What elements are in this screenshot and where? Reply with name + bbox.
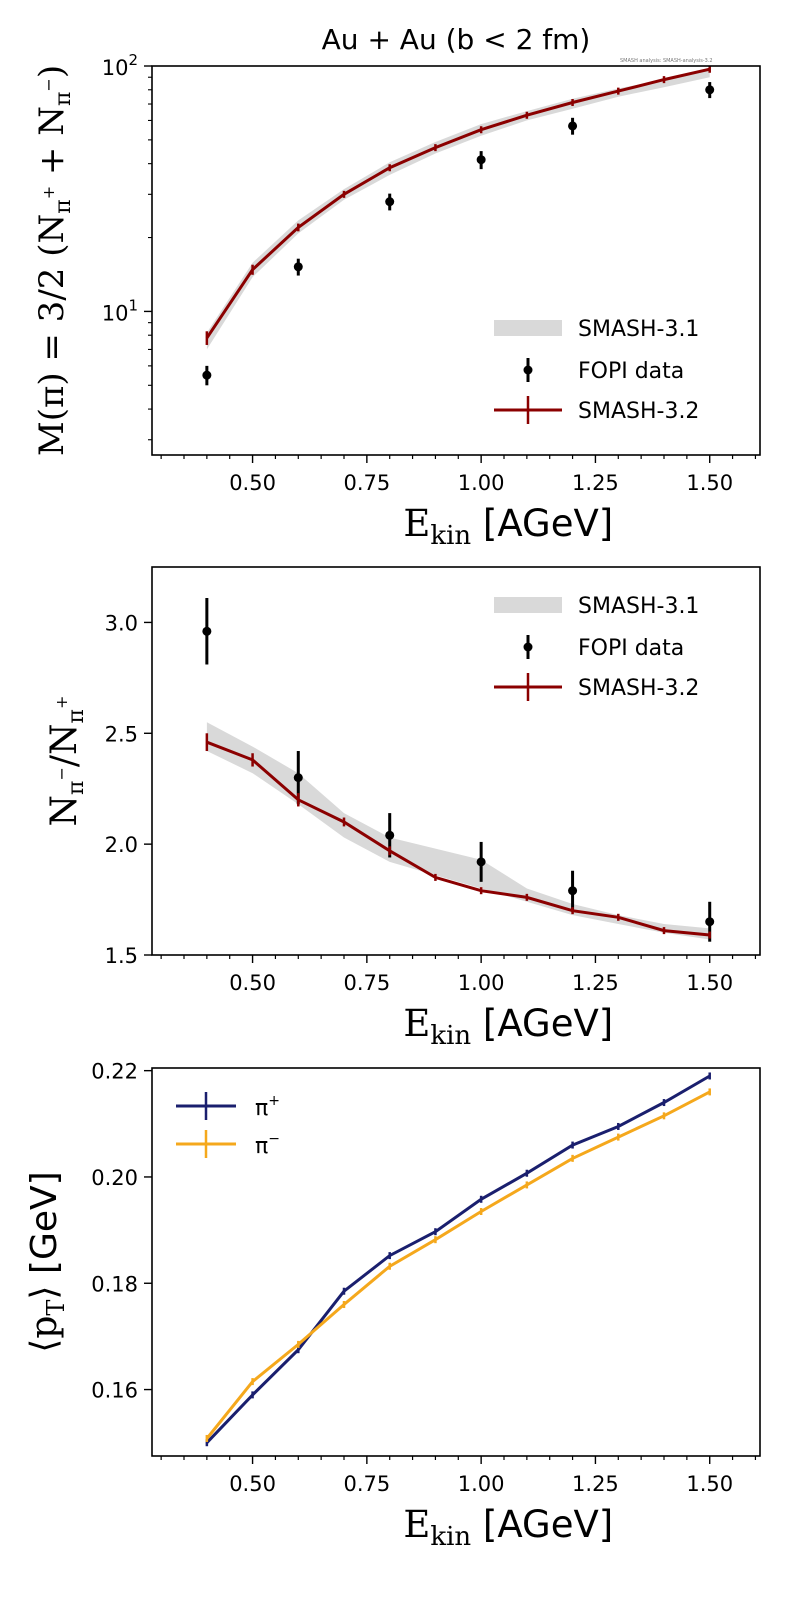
series--: [205, 1088, 711, 1442]
legend-swatch-fopi-point: [523, 642, 533, 652]
series-smash-3-2: [205, 733, 711, 939]
x-tick-label: 0.50: [229, 471, 276, 495]
legend-label-fopi: FOPI data: [578, 359, 684, 384]
y-tick-label: 3.0: [105, 611, 138, 635]
ratio-panel: 0.50 0.75 1.00 1.25 1.50 Ekin [AGeV] 1.5 2.0 2.5…: [44, 566, 761, 1051]
axes-frame: [151, 1067, 761, 1457]
y-axis: 0.16 0.18 0.20 0.22: [91, 1060, 152, 1403]
fopi-point: [476, 857, 486, 867]
x-axis-label: Ekin [AGeV]: [403, 1503, 613, 1552]
x-tick-label: 1.50: [686, 471, 733, 495]
fopi-point: [202, 626, 212, 636]
x-tick-label: 0.75: [343, 471, 390, 495]
fopi-point: [705, 917, 715, 927]
legend-label-smash31: SMASH-3.1: [578, 594, 699, 619]
y-tick-label: 0.22: [91, 1060, 138, 1084]
x-axis: 0.50 0.75 1.00 1.25 1.50: [160, 955, 757, 995]
fopi-point: [705, 85, 715, 95]
legend-label-smash32: SMASH-3.2: [578, 676, 699, 701]
legend-label-smash32: SMASH-3.2: [578, 399, 699, 424]
x-tick-label: 0.50: [229, 971, 276, 995]
series-line: [205, 67, 711, 339]
series-line: [205, 1074, 711, 1444]
x-tick-label: 1.00: [458, 971, 505, 995]
legend: SMASH-3.1 FOPI data SMASH-3.2: [494, 594, 699, 701]
analysis-annotation: SMASH analysis: SMASH-analysis-3.2: [620, 58, 713, 64]
fopi-point: [385, 830, 395, 840]
x-tick-label: 1.25: [572, 971, 619, 995]
x-tick-label: 0.50: [229, 1472, 276, 1496]
series-smash-3-1: [206, 70, 710, 350]
legend: SMASH-3.1 FOPI data SMASH-3.2: [494, 317, 699, 424]
y-axis-label: ⟨pT⟩ [GeV]: [24, 1171, 70, 1352]
figure-title: Au + Au (b < 2 fm): [322, 23, 591, 56]
x-tick-label: 1.25: [572, 471, 619, 495]
x-tick-label: 1.00: [458, 471, 505, 495]
y-axis: 101 102: [102, 51, 152, 441]
y-tick-label: 102: [102, 51, 138, 80]
x-tick-label: 1.50: [686, 1472, 733, 1496]
x-tick-label: 1.00: [458, 1472, 505, 1496]
x-tick-label: 0.75: [343, 1472, 390, 1496]
fopi-point: [293, 262, 303, 272]
y-tick-label: 0.16: [91, 1379, 138, 1403]
x-tick-label: 0.75: [343, 971, 390, 995]
smash31-band: [206, 722, 710, 940]
y-tick-label: 2.0: [105, 833, 138, 857]
legend-swatch-fopi-point: [523, 365, 533, 375]
x-axis-label: Ekin [AGeV]: [403, 1002, 613, 1051]
fopi-point: [293, 773, 303, 783]
legend: π+ π−: [176, 1092, 280, 1159]
x-axis: 0.50 0.75 1.00 1.25 1.50: [160, 455, 757, 495]
plot-area: [205, 1072, 711, 1447]
y-tick-label: 2.5: [105, 722, 138, 746]
smash31-band: [206, 70, 710, 350]
fopi-point: [202, 370, 212, 380]
x-axis-label: Ekin [AGeV]: [403, 502, 613, 551]
x-tick-label: 1.50: [686, 971, 733, 995]
series-smash-3-1: [206, 722, 710, 940]
series-line: [206, 740, 710, 937]
axes-frame: [151, 65, 761, 456]
series-line: [205, 1090, 711, 1440]
legend-label-pi-plus: π+: [255, 1093, 280, 1121]
y-axis-label: M(π) = 3/2 (Nπ+ + Nπ−): [32, 65, 76, 456]
multiplicity-panel: 0.50 0.75 1.00 1.25 1.50 Ekin [AGeV] 101 102 M(π…: [32, 51, 761, 551]
series-smash-3-2: [205, 65, 711, 345]
y-tick-label: 101: [102, 296, 138, 325]
fopi-point: [568, 886, 578, 896]
y-tick-label: 0.18: [91, 1272, 138, 1296]
y-tick-label: 0.20: [91, 1166, 138, 1190]
legend-swatch-smash31: [494, 320, 562, 336]
legend-label-pi-minus: π−: [255, 1131, 280, 1159]
y-axis: 1.5 2.0 2.5 3.0: [105, 611, 152, 968]
legend-swatch-smash31: [494, 597, 562, 613]
series-fopi-data: [202, 598, 715, 942]
fopi-point: [385, 197, 395, 207]
y-tick-label: 1.5: [105, 944, 138, 968]
plot-area: [202, 598, 715, 942]
legend-label-smash31: SMASH-3.1: [578, 317, 699, 342]
y-axis-label: Nπ−/Nπ+: [44, 696, 89, 827]
axes-frame: [151, 566, 761, 956]
x-axis: 0.50 0.75 1.00 1.25 1.50: [160, 1456, 757, 1496]
plot-area: [202, 65, 715, 386]
series-fopi-data: [202, 82, 715, 386]
fopi-point: [476, 155, 486, 165]
fopi-point: [568, 121, 578, 131]
x-tick-label: 1.25: [572, 1472, 619, 1496]
legend-label-fopi: FOPI data: [578, 636, 684, 661]
